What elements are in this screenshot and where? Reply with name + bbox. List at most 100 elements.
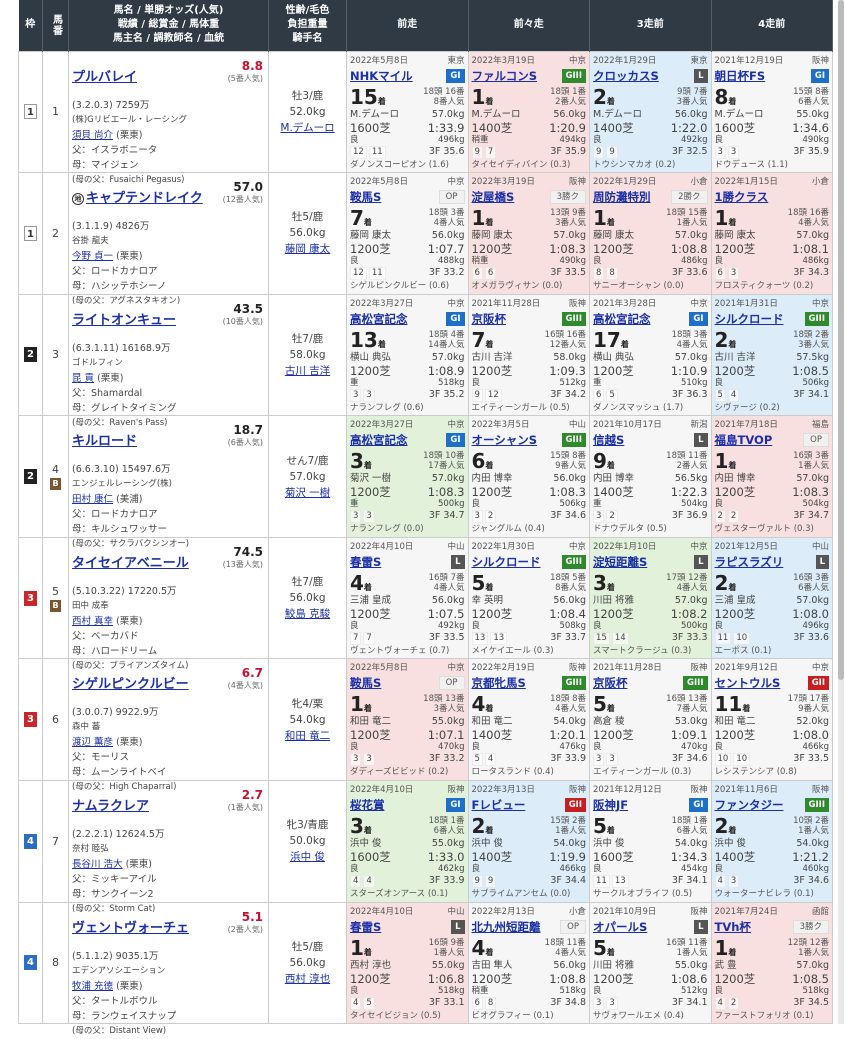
race-date: 2022年5月8日	[350, 177, 408, 188]
horse-name-link[interactable]: タイセイアベニール	[72, 552, 189, 571]
race-popularity: 9番人気	[555, 461, 586, 472]
waku-cell: 3	[18, 536, 43, 660]
race-name-row: 信越S L	[593, 432, 708, 448]
jockey-weight: 吉田 隼人 56.0kg	[472, 960, 587, 972]
horse-name-link[interactable]: プルバレイ	[72, 66, 137, 85]
grade-badge: GIII	[561, 554, 586, 569]
trainer-link[interactable]: 渡辺 薫彦	[72, 737, 114, 749]
race-name-link[interactable]: ファンタジー	[714, 798, 784, 813]
winner-margin: ダディーズビビッド (0.2)	[350, 767, 449, 778]
race-name-link[interactable]: 春雷S	[350, 919, 382, 934]
race-date: 2022年3月27日	[350, 298, 414, 309]
race-name-link[interactable]: クロッカスS	[593, 68, 659, 83]
jockey-link[interactable]: 古川 吉洋	[284, 364, 331, 377]
race-name-link[interactable]: 高松宮記念	[593, 311, 651, 326]
condition-bodyweight: 良 492kg	[593, 135, 708, 146]
race-distance: 1200芝	[471, 485, 513, 500]
jockey-link[interactable]: 和田 竜二	[284, 729, 331, 742]
scrollbar-thumb[interactable]	[838, 0, 844, 680]
jockey-link[interactable]: 西村 淳也	[284, 972, 331, 985]
race-date-venue: 2022年3月19日 中京	[472, 54, 587, 66]
race-name-link[interactable]: シルクロード	[471, 554, 541, 569]
condition-bodyweight: 良 488kg	[350, 256, 465, 267]
race-distance: 1200芝	[471, 971, 513, 986]
race-name-link[interactable]: 高松宮記念	[350, 311, 408, 326]
race-name-link[interactable]: 鞍馬S	[350, 676, 382, 691]
race-time: 1:19.9	[549, 850, 586, 865]
race-name-link[interactable]: NHKマイル	[350, 68, 413, 83]
race-name-link[interactable]: 朝日杯FS	[714, 68, 766, 83]
race-date: 2022年2月13日	[471, 906, 535, 917]
race-name-link[interactable]: 阪神JF	[593, 798, 629, 813]
race-name-link[interactable]: Fレビュー	[471, 798, 526, 813]
race-name-link[interactable]: 鞍馬S	[350, 190, 382, 205]
horse-name-link[interactable]: キルロード	[72, 430, 137, 449]
race-name-link[interactable]: 福島TVOP	[714, 433, 773, 448]
race-name-link[interactable]: オーシャンS	[471, 433, 538, 448]
horse-name-link[interactable]: ナムラクレア	[72, 795, 149, 814]
trainer-link[interactable]: 今野 貞一	[72, 251, 114, 263]
trainer-line: 昆 貢 (栗東)	[72, 371, 177, 386]
trainer-link[interactable]: 田村 康仁	[72, 494, 114, 506]
race-venue: 中山	[447, 541, 465, 552]
race-name-link[interactable]: 北九州短距離	[471, 919, 541, 934]
finish-number: 5	[593, 935, 607, 960]
race-name-link[interactable]: 信越S	[593, 433, 625, 448]
race-name-link[interactable]: 京阪杯	[593, 676, 628, 691]
race-name-link[interactable]: 高松宮記念	[350, 433, 408, 448]
jockey-link[interactable]: 鮫島 克駿	[284, 608, 331, 621]
horse-info-cell: ナムラクレア 2.7 (1番人気) (2.2.2.1) 12624.5万 奈村 睦弘 長谷…	[68, 780, 269, 914]
horse-name-link[interactable]: ライトオンキュー	[72, 309, 176, 328]
horse-name-link[interactable]: ヴェントヴォーチェ	[72, 917, 189, 936]
race-name-link[interactable]: オパールS	[593, 919, 648, 934]
race-name-link[interactable]: 桜花賞	[350, 798, 385, 813]
race-name-link[interactable]: 淀屋橋S	[471, 190, 515, 205]
race-name-link[interactable]: 1勝クラス	[714, 190, 769, 205]
race-popularity: 2番人気	[555, 96, 586, 107]
trainer-link[interactable]: 昆 貢	[72, 372, 95, 384]
race-name-link[interactable]: 春雷S	[350, 554, 382, 569]
sex-age-color: 牡7/鹿	[291, 576, 324, 589]
finish-position: 1着	[472, 206, 494, 230]
track-condition: 良	[593, 134, 602, 145]
jockey-link[interactable]: 藤岡 康太	[284, 243, 331, 256]
trainer-line: 田村 康仁 (美浦)	[72, 492, 189, 507]
winner-margin: スターズオンアース (0.1)	[350, 889, 448, 900]
carried-weight: 54.0kg	[289, 713, 326, 726]
trainer-link[interactable]: 須貝 尚介	[72, 129, 114, 141]
scrollbar[interactable]	[838, 0, 844, 1024]
trainer-link[interactable]: 牧浦 充徳	[72, 980, 114, 992]
race-time: 1:08.0	[792, 728, 829, 743]
jockey-link[interactable]: 浜中 俊	[290, 851, 325, 864]
race-name-link[interactable]: 京阪杯	[471, 311, 507, 326]
jockey-link[interactable]: M.デムーロ	[280, 121, 335, 134]
race-name-link[interactable]: ファルコンS	[471, 68, 538, 83]
finish-suffix: 着	[485, 96, 494, 106]
distance-time: 1600芝 1:34.6	[715, 121, 830, 135]
race-venue: 阪神	[811, 785, 829, 796]
trainer-link[interactable]: 西村 真幸	[72, 615, 114, 627]
horse-name-link[interactable]: 地キャプテンドレイク	[72, 187, 203, 206]
race-name-link[interactable]: セントウルS	[714, 676, 781, 691]
carried-weight: 58.0kg	[289, 348, 326, 361]
corner-position: 7	[363, 631, 375, 645]
corner-position: 10	[733, 631, 751, 645]
race-name-link[interactable]: 淀短距離S	[593, 554, 648, 569]
race-name-link[interactable]: 京都牝馬S	[471, 676, 526, 691]
winner-margin: サブライムアンセム (0.0)	[471, 889, 571, 900]
corners-last3f: 4 2 3F 34.5	[714, 996, 829, 1010]
waku-number: 2	[24, 469, 37, 485]
corners-last3f: 5 4 3F 33.9	[471, 753, 586, 767]
jockey-link[interactable]: 菊沢 一樹	[284, 486, 331, 499]
race-name-link[interactable]: シルクロード	[714, 311, 784, 326]
race-popularity: 1番人気	[433, 947, 465, 958]
trainer-link[interactable]: 長谷川 浩大	[72, 859, 123, 871]
horse-name-link[interactable]: シゲルピンクルビー	[72, 673, 189, 692]
race-time: 1:08.3	[549, 242, 586, 257]
race-name-link[interactable]: 周防灘特別	[593, 190, 651, 205]
race-name-link[interactable]: ラピスラズリ	[714, 554, 784, 569]
field-gate: 16頭 9番	[428, 937, 465, 948]
header-race-3: 3走前	[589, 0, 712, 51]
race-name-link[interactable]: TVh杯	[714, 919, 751, 934]
